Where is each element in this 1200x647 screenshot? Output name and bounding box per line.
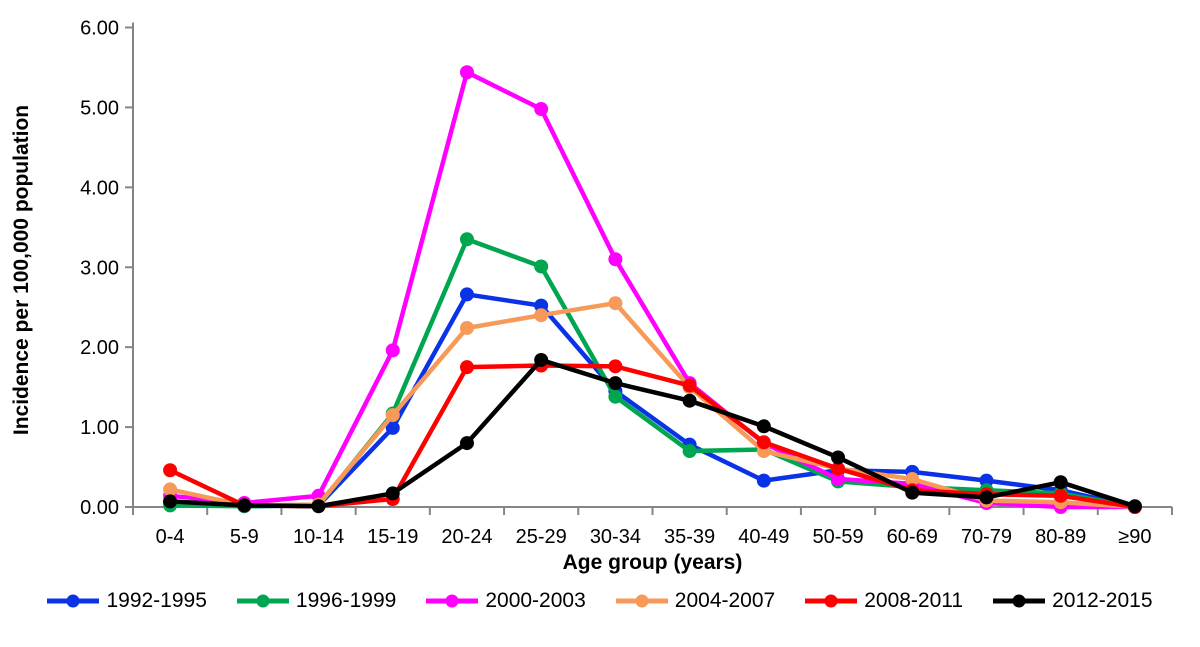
data-point-marker bbox=[459, 360, 474, 375]
data-point-marker bbox=[608, 359, 623, 374]
data-point-marker bbox=[163, 463, 178, 478]
legend-marker-icon bbox=[805, 594, 858, 607]
y-axis-tick-labels: 0.00 1.00 2.00 3.00 4.00 5.00 6.00 bbox=[80, 18, 119, 520]
legend-marker-icon bbox=[236, 594, 289, 607]
legend-marker-icon bbox=[615, 594, 668, 607]
plot-area: 0.00 1.00 2.00 3.00 4.00 5.00 6.00 0-4 5-9 10-14 1… bbox=[80, 18, 1173, 548]
x-tick-label: 70-79 bbox=[961, 526, 1012, 548]
data-point-marker bbox=[163, 482, 178, 497]
data-point-marker bbox=[534, 298, 549, 313]
series-1996-1999 bbox=[163, 232, 1142, 514]
legend-label: 2000-2003 bbox=[485, 589, 586, 612]
x-tick-label: 15-19 bbox=[367, 526, 418, 548]
data-point-marker bbox=[756, 435, 771, 450]
data-point-marker bbox=[237, 498, 252, 513]
data-point-marker bbox=[831, 461, 846, 476]
data-point-marker bbox=[1053, 488, 1068, 503]
x-tick-label: 5-9 bbox=[230, 526, 259, 548]
y-tick-label: 2.00 bbox=[80, 337, 119, 359]
data-point-marker bbox=[459, 287, 474, 302]
data-point-marker bbox=[385, 420, 400, 435]
legend-item-1992-1995: 1992-1995 bbox=[47, 589, 207, 612]
y-tick-label: 5.00 bbox=[80, 97, 119, 119]
y-tick-label: 6.00 bbox=[80, 18, 119, 40]
data-point-marker bbox=[682, 393, 697, 408]
x-tick-label: 80-89 bbox=[1035, 526, 1086, 548]
legend-label: 1992-1995 bbox=[106, 589, 207, 612]
x-tick-label: 10-14 bbox=[293, 526, 344, 548]
data-point-marker bbox=[459, 65, 474, 80]
legend-label: 2012-2015 bbox=[1052, 589, 1153, 612]
x-tick-label: 25-29 bbox=[516, 526, 567, 548]
data-point-marker bbox=[459, 232, 474, 247]
data-point-marker bbox=[608, 389, 623, 404]
series-2000-2003 bbox=[163, 65, 1142, 514]
y-tick-label: 0.00 bbox=[80, 497, 119, 519]
data-point-marker bbox=[682, 444, 697, 459]
y-tick-label: 4.00 bbox=[80, 177, 119, 199]
legend-item-2004-2007: 2004-2007 bbox=[615, 589, 776, 612]
x-tick-label: 20-24 bbox=[441, 526, 492, 548]
data-point-marker bbox=[311, 499, 326, 514]
legend-item-2000-2003: 2000-2003 bbox=[426, 589, 586, 612]
series-line bbox=[169, 357, 1136, 509]
series-2012-2015 bbox=[163, 352, 1142, 514]
data-point-marker bbox=[1053, 475, 1068, 490]
x-tick-label: 60-69 bbox=[887, 526, 938, 548]
legend-item-2008-2011: 2008-2011 bbox=[805, 590, 963, 611]
legend-label: 1996-1999 bbox=[295, 589, 397, 612]
data-point-marker bbox=[608, 252, 623, 267]
data-point-marker bbox=[385, 408, 400, 423]
data-point-marker bbox=[385, 486, 400, 501]
y-tick-label: 1.00 bbox=[80, 417, 119, 439]
x-tick-label: 0-4 bbox=[156, 526, 185, 548]
x-axis-tick-labels: 0-4 5-9 10-14 15-19 20-24 25-29 30-34 35-39 40-4… bbox=[156, 526, 1152, 548]
data-point-marker bbox=[608, 376, 623, 391]
data-point-marker bbox=[831, 450, 846, 465]
legend-item-2012-2015: 2012-2015 bbox=[993, 589, 1153, 612]
axes bbox=[125, 22, 1173, 515]
legend: 1992-1995 1996-1999 2000-2003 2004-2007 2008… bbox=[0, 590, 1200, 611]
data-point-marker bbox=[979, 473, 994, 488]
x-tick-label: ≥90 bbox=[1118, 526, 1151, 548]
data-point-marker bbox=[756, 419, 771, 434]
data-point-marker bbox=[459, 320, 474, 335]
legend-label: 2008-2011 bbox=[864, 589, 964, 612]
y-tick-label: 3.00 bbox=[80, 257, 119, 279]
series-line bbox=[170, 236, 1136, 510]
series-line bbox=[169, 69, 1135, 510]
x-tick-label: 35-39 bbox=[664, 526, 715, 548]
data-point-marker bbox=[385, 343, 400, 358]
data-point-marker bbox=[459, 436, 474, 451]
data-point-marker bbox=[905, 485, 920, 500]
data-point-marker bbox=[1127, 499, 1142, 514]
data-point-marker bbox=[831, 472, 846, 487]
data-point-marker bbox=[534, 259, 549, 274]
legend-marker-icon bbox=[426, 594, 479, 607]
legend-marker-icon bbox=[47, 594, 100, 607]
data-point-marker bbox=[905, 472, 920, 487]
x-tick-label: 50-59 bbox=[812, 526, 863, 548]
x-tick-label: 30-34 bbox=[590, 526, 641, 548]
data-point-marker bbox=[608, 296, 623, 311]
data-point-marker bbox=[534, 102, 549, 117]
data-point-marker bbox=[756, 473, 771, 488]
legend-item-1996-1999: 1996-1999 bbox=[236, 589, 397, 612]
x-tick-label: 40-49 bbox=[738, 526, 789, 548]
data-point-marker bbox=[682, 378, 697, 393]
data-point-marker bbox=[979, 490, 994, 505]
legend-label: 2004-2007 bbox=[674, 589, 776, 612]
x-axis-title: Age group (years) bbox=[562, 551, 743, 574]
data-point-marker bbox=[534, 308, 549, 323]
data-point-marker bbox=[163, 494, 178, 509]
legend-marker-icon bbox=[993, 594, 1046, 607]
data-point-marker bbox=[534, 352, 549, 367]
